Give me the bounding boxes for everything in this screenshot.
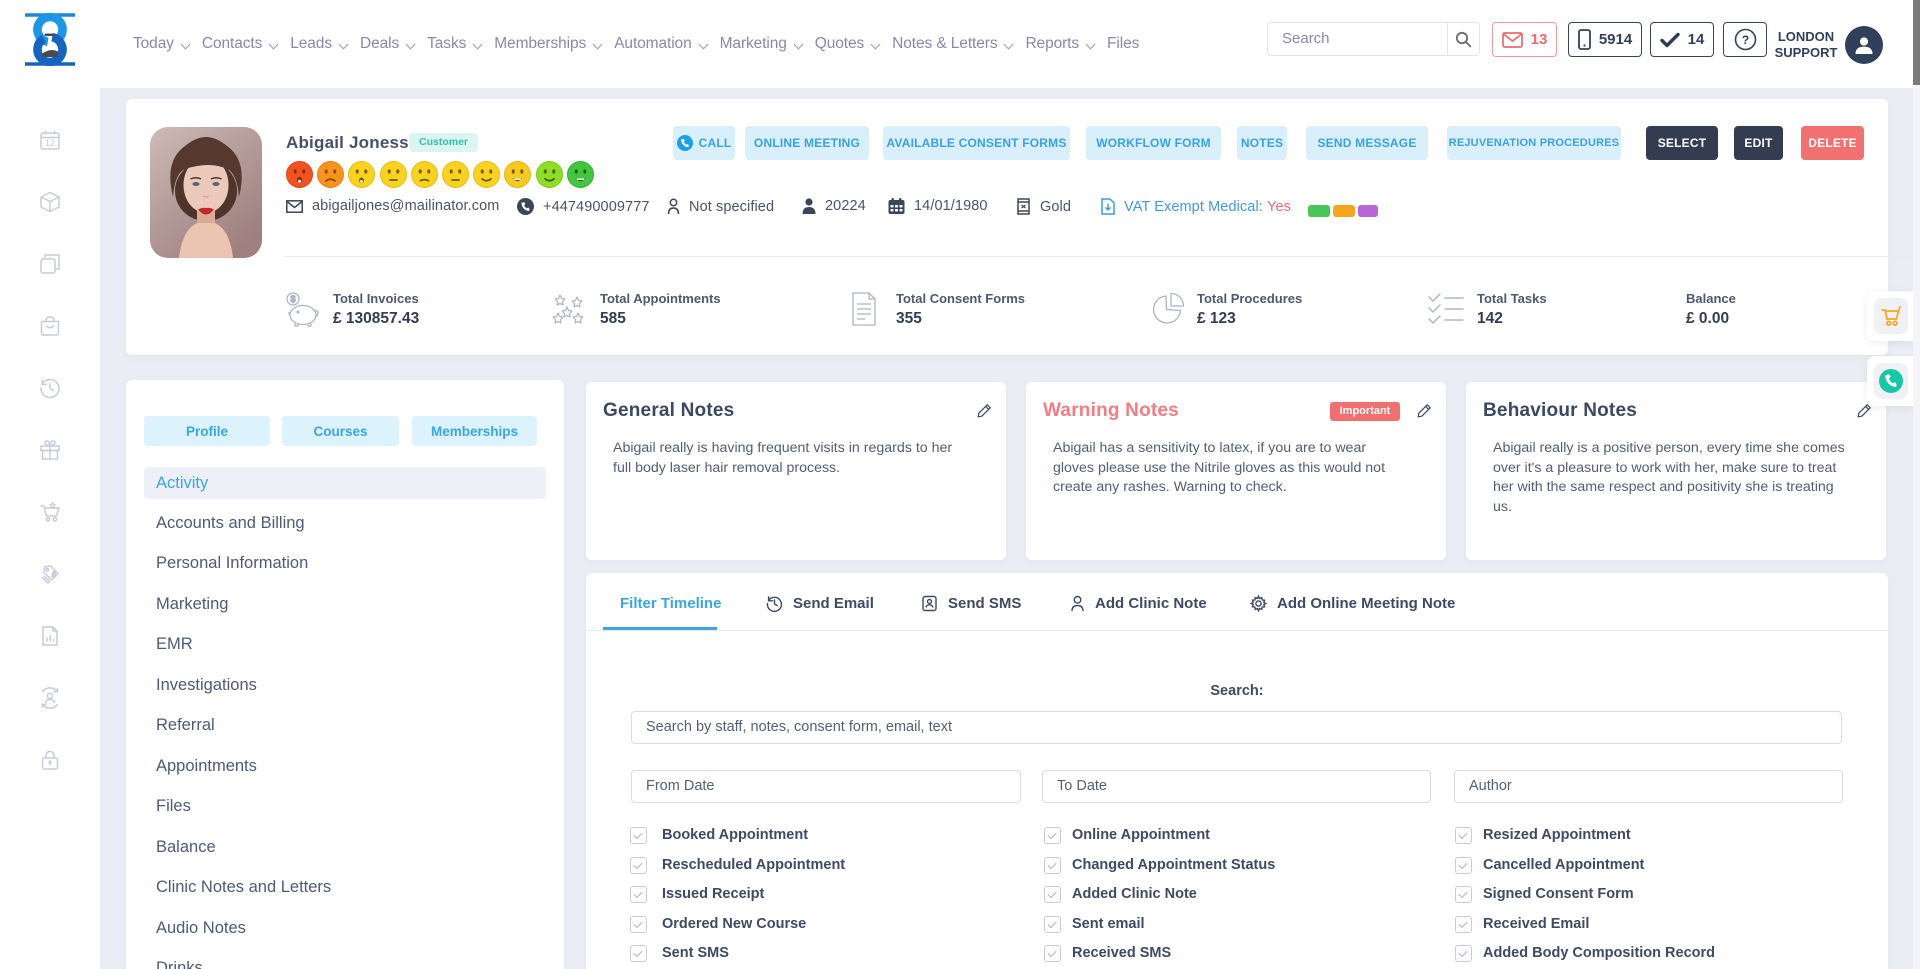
svg-text:12: 12 bbox=[45, 138, 55, 148]
svg-text:?: ? bbox=[1741, 33, 1748, 47]
svg-text:$: $ bbox=[290, 294, 295, 304]
svg-text:£: £ bbox=[52, 570, 57, 579]
